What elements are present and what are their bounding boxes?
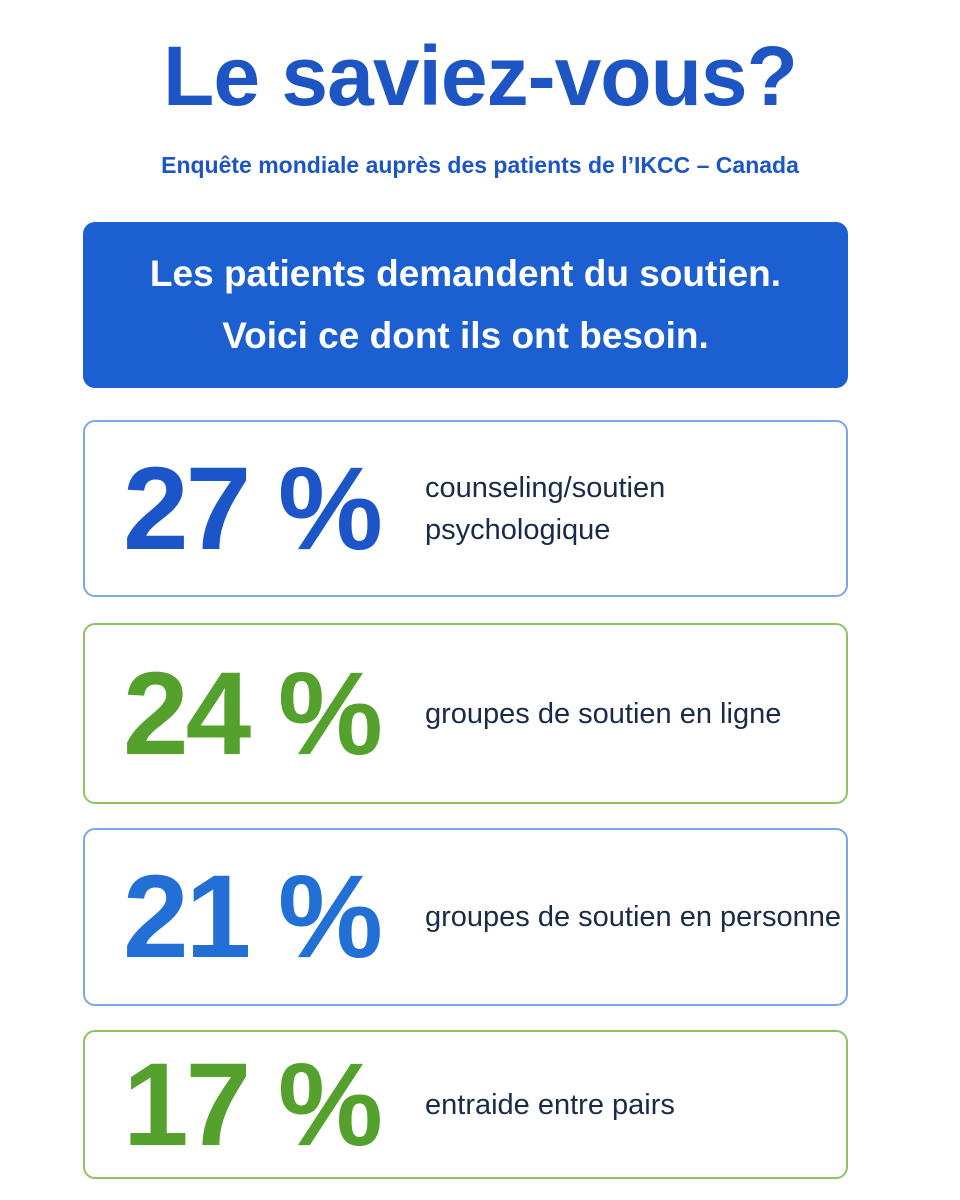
stat-card: 24 % groupes de soutien en ligne (83, 623, 848, 804)
stat-label: entraide entre pairs (425, 1084, 675, 1126)
banner: Les patients demandent du soutien. Voici… (83, 222, 848, 388)
stat-label: groupes de soutien en personne (425, 896, 841, 938)
subtitle: Enquête mondiale auprès des patients de … (161, 152, 799, 178)
banner-line: Les patients demandent du soutien. (149, 253, 782, 294)
stat-label-line: psychologique (425, 513, 611, 546)
stat-card: 27 % counseling/soutien psychologique (83, 420, 848, 597)
stat-label-line: groupes de soutien en ligne (425, 697, 782, 730)
stat-value: 27 % (123, 442, 383, 575)
stat-card: 21 % groupes de soutien en personne (83, 828, 848, 1006)
banner-line: Voici ce dont ils ont besoin. (222, 315, 709, 356)
title: Le saviez-vous? (163, 29, 798, 123)
stat-label-line: groupes de soutien en personne (425, 901, 841, 933)
stat-label: groupes de soutien en ligne (425, 693, 781, 735)
stat-card: 17 % entraide entre pairs (83, 1030, 848, 1179)
stat-value: 17 % (123, 1038, 383, 1171)
stat-label: counseling/soutien psychologique (425, 467, 665, 551)
stat-value: 24 % (123, 647, 383, 780)
stat-label-line: entraide entre pairs (425, 1088, 675, 1121)
stat-label-line: counseling/soutien (425, 471, 666, 504)
stat-value: 21 % (123, 851, 383, 983)
